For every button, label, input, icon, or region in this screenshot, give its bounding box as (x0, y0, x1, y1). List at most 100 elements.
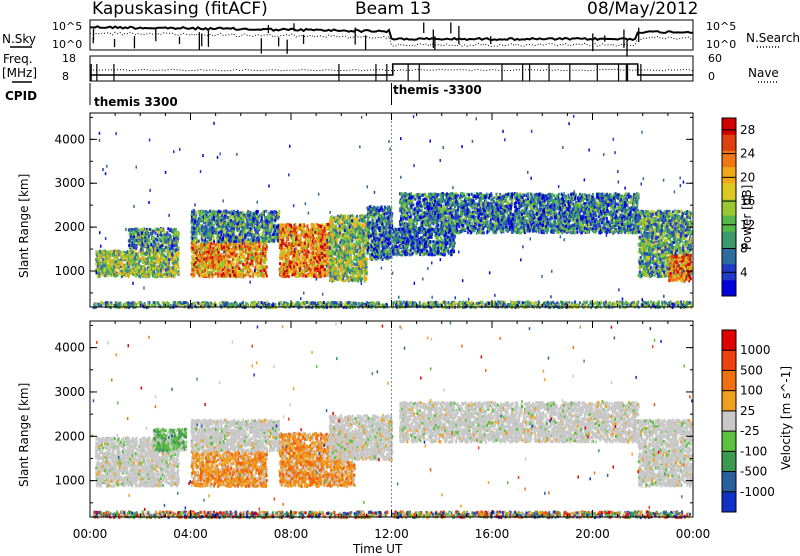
range-time-cell (178, 266, 180, 269)
range-time-cell (177, 261, 179, 264)
range-time-cell (156, 253, 158, 256)
range-time-cell (318, 301, 320, 304)
range-time-cell (98, 304, 100, 307)
range-time-cell (114, 256, 116, 259)
range-time-cell (166, 273, 168, 276)
range-time-cell (109, 257, 111, 260)
range-time-cell (109, 260, 111, 263)
range-time-cell (164, 258, 166, 261)
range-time-cell (165, 263, 167, 266)
range-time-cell (297, 301, 299, 304)
range-time-cell (348, 301, 350, 304)
range-time-cell (209, 302, 211, 305)
range-time-cell (121, 273, 123, 276)
range-time-cell (140, 267, 142, 270)
range-time-cell (150, 252, 152, 255)
range-time-cell (110, 303, 112, 306)
range-time-cell (281, 304, 283, 307)
range-time-cell (136, 269, 138, 272)
range-time-cell (340, 301, 342, 304)
nsky-panel-frame (90, 20, 693, 50)
range-time-cell (167, 267, 169, 270)
range-time-cell (100, 266, 102, 269)
range-time-cell (99, 250, 101, 253)
range-time-cell (141, 257, 143, 260)
range-time-cell (197, 301, 199, 304)
range-time-cell (96, 253, 98, 256)
range-time-cell (295, 303, 297, 306)
range-time-cell (97, 274, 99, 277)
range-time-cell (231, 303, 233, 306)
range-time-cell (145, 262, 147, 265)
range-time-cell (382, 304, 384, 307)
range-time-cell (280, 301, 282, 304)
range-time-cell (171, 259, 173, 262)
range-time-cell (98, 269, 100, 272)
range-time-cell (334, 304, 336, 307)
range-time-cell (151, 264, 153, 267)
range-time-cell (103, 262, 105, 265)
range-time-cell (161, 251, 163, 254)
range-time-cell (380, 304, 382, 307)
range-time-cell (177, 264, 179, 267)
range-time-cell (102, 302, 104, 305)
range-time-cell (153, 262, 155, 265)
range-time-cell (179, 301, 181, 304)
range-time-cell (120, 254, 122, 257)
range-time-cell (174, 254, 176, 257)
range-time-cell (102, 274, 104, 277)
range-time-cell (115, 250, 117, 253)
range-time-cell (308, 302, 310, 305)
range-time-cell (301, 303, 303, 306)
range-time-cell (177, 252, 179, 255)
range-time-cell (177, 301, 179, 304)
range-time-cell (172, 272, 174, 275)
range-time-cell (142, 274, 144, 277)
range-time-cell (97, 265, 99, 268)
range-time-cell (127, 270, 129, 273)
range-time-cell (110, 273, 112, 276)
range-time-cell (133, 260, 135, 263)
range-time-cell (142, 260, 144, 263)
range-time-cell (143, 255, 145, 258)
range-time-cell (181, 302, 183, 305)
range-time-cell (254, 302, 256, 305)
range-time-cell (145, 275, 147, 278)
range-time-cell (126, 267, 128, 270)
range-time-cell (147, 270, 149, 273)
range-time-cell (135, 253, 137, 256)
range-time-cell (100, 272, 102, 275)
range-time-cell (251, 303, 253, 306)
freq-panel-frame (90, 56, 693, 81)
range-time-cell (102, 258, 104, 261)
range-time-cell (155, 228, 157, 231)
range-time-cell (373, 302, 375, 305)
range-time-cell (149, 256, 151, 259)
range-time-cell (165, 269, 167, 272)
range-time-cell (149, 268, 151, 271)
range-time-cell (256, 304, 258, 307)
range-time-cell (185, 304, 187, 307)
range-time-cell (114, 274, 116, 277)
range-time-cell (345, 302, 347, 305)
range-time-cell (148, 235, 150, 238)
range-time-cell (140, 253, 142, 256)
range-time-cell (150, 272, 152, 275)
range-time-cell (137, 302, 139, 305)
range-time-cell (115, 260, 117, 263)
range-time-cell (118, 250, 120, 253)
range-time-cell (95, 250, 97, 253)
range-time-cell (172, 267, 174, 270)
range-time-cell (111, 264, 113, 267)
range-time-cell (121, 255, 123, 258)
nsky-trace (90, 26, 693, 40)
range-time-cell (229, 304, 231, 307)
range-time-cell (113, 250, 115, 253)
range-time-cell (177, 258, 179, 261)
range-time-cell (110, 251, 112, 254)
range-time-cell (292, 303, 294, 306)
range-time-cell (124, 257, 126, 260)
range-time-cell (152, 267, 154, 270)
summary-panel (10, 20, 779, 105)
